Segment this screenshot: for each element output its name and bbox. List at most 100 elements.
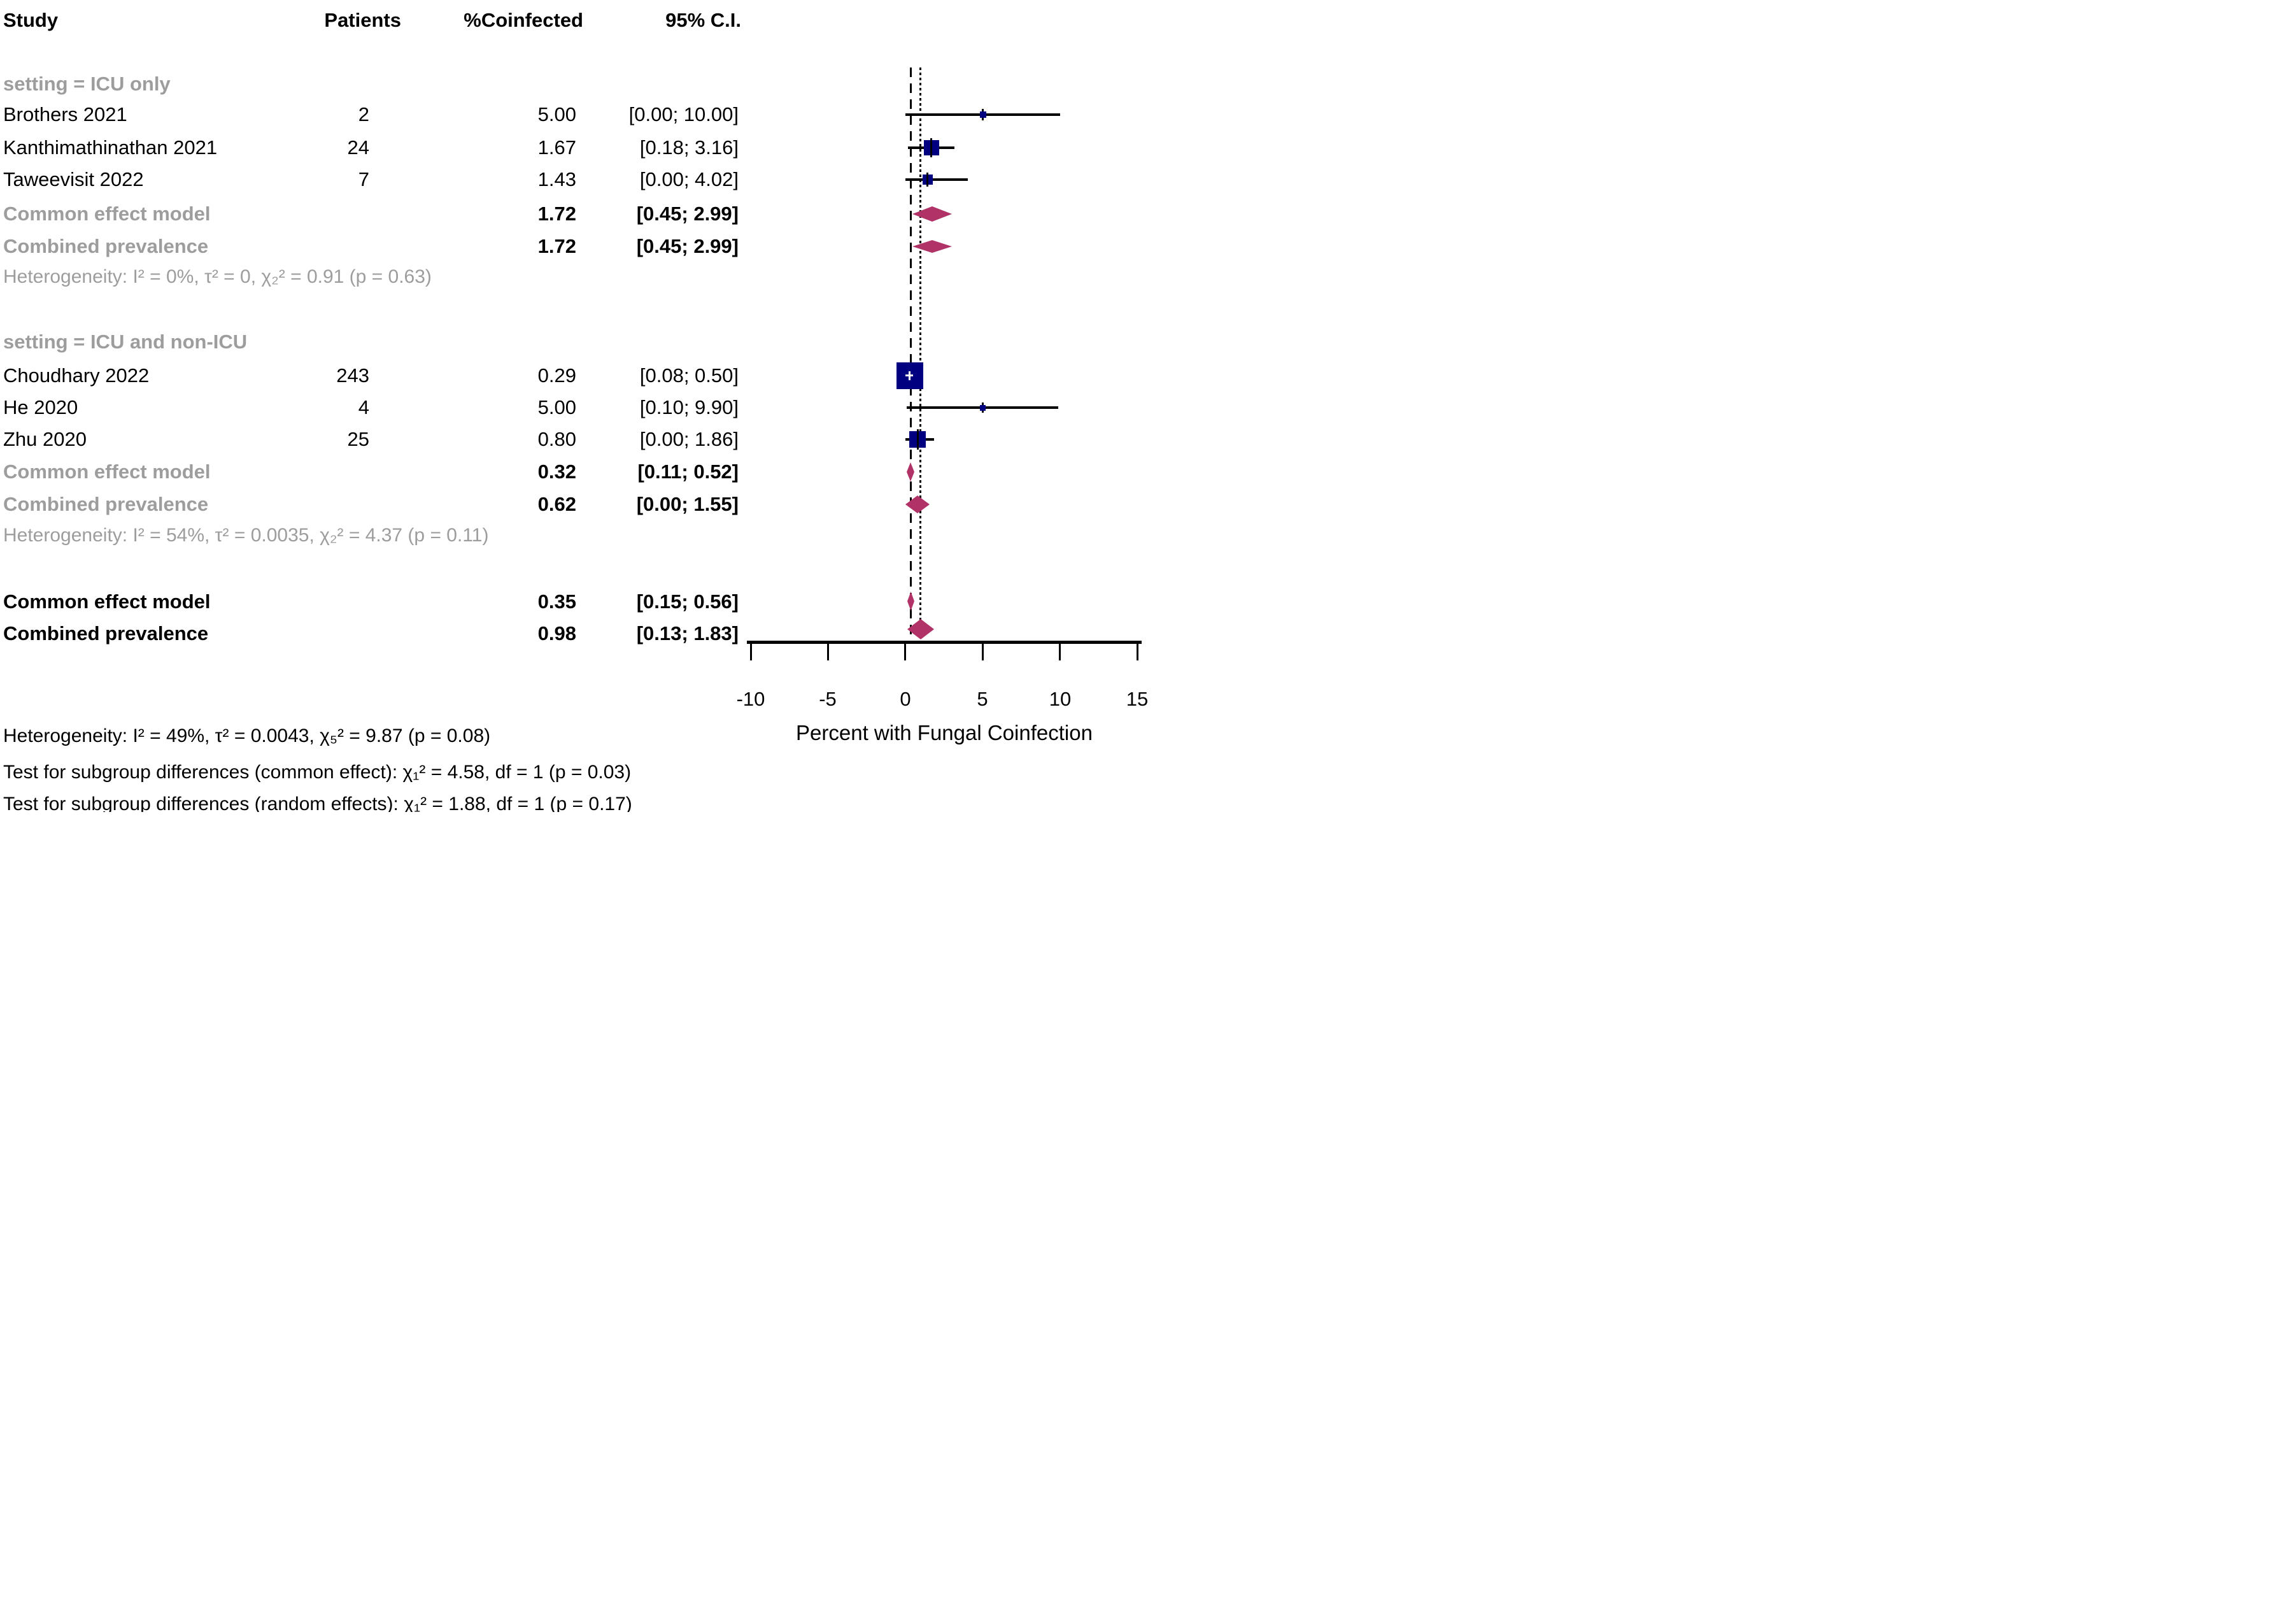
table-row: Taweevisit 2022 7 1.43 [0.00; 4.02]: [0, 163, 1148, 196]
x-axis-line: [747, 641, 1142, 644]
patients-value: 243: [336, 364, 369, 387]
model-label: Common effect model: [3, 590, 211, 613]
patients-value: 7: [358, 168, 369, 190]
x-axis-tick: [904, 644, 906, 660]
x-axis-tick: [1059, 644, 1061, 660]
table-row-combined-prevalence: Combined prevalence 1.72 [0.45; 2.99]: [0, 230, 1148, 263]
estimate-plus-choudhary-h: [905, 374, 913, 376]
patients-value: 24: [347, 136, 369, 159]
table-row-overall-common-effect: Common effect model 0.35 [0.15; 0.56]: [0, 585, 1148, 618]
x-axis-tick: [1137, 644, 1138, 660]
study-name: He 2020: [3, 396, 78, 418]
pct-value: 0.80: [537, 428, 576, 450]
x-tick-label: -10: [736, 688, 765, 710]
heterogeneity-note-group2: Heterogeneity: I² = 54%, τ² = 0.0035, χ₂…: [0, 519, 1148, 552]
x-tick-label: 15: [1126, 688, 1148, 710]
x-tick-label: 0: [900, 688, 911, 710]
ci-value: [0.00; 1.86]: [639, 428, 739, 450]
ci-value: [0.45; 2.99]: [636, 235, 739, 257]
estimate-tick-kanthimathinathan: [930, 138, 932, 157]
ci-value: [0.13; 1.83]: [636, 622, 739, 645]
x-tick-label: -5: [819, 688, 837, 710]
ci-value: [0.10; 9.90]: [639, 396, 739, 418]
footer-heterogeneity: Heterogeneity: I² = 49%, τ² = 0.0043, χ₅…: [0, 723, 1148, 749]
table-row: He 2020 4 5.00 [0.10; 9.90]: [0, 391, 1148, 424]
ci-value: [0.11; 0.52]: [637, 460, 739, 483]
reference-line-common-effect: [910, 68, 912, 642]
footer-test-random-text: Test for subgroup differences (random ef…: [3, 794, 632, 812]
study-name: Zhu 2020: [3, 428, 87, 450]
patients-value: 4: [358, 396, 369, 418]
ci-value: [0.18; 3.16]: [639, 136, 739, 159]
footer-test-common: Test for subgroup differences (common ef…: [0, 760, 1148, 785]
x-axis-title: Percent with Fungal Coinfection: [796, 721, 1093, 744]
subgroup-label-text: setting = ICU only: [3, 73, 171, 95]
diamond-group2-common-effect: [907, 462, 914, 481]
pct-value: 1.67: [537, 136, 576, 159]
subgroup-label-icu-and-non-icu: setting = ICU and non-ICU: [0, 325, 1148, 359]
heterogeneity-text: Heterogeneity: I² = 54%, τ² = 0.0035, χ₂…: [3, 525, 489, 546]
ci-value: [0.45; 2.99]: [636, 203, 739, 225]
estimate-tick-taweevisit: [926, 173, 928, 187]
pct-value: 0.98: [537, 622, 576, 645]
study-name: Choudhary 2022: [3, 364, 150, 387]
table-row-combined-prevalence: Combined prevalence 0.62 [0.00; 1.55]: [0, 488, 1148, 521]
pct-value: 1.43: [537, 168, 576, 190]
table-header: Study Patients %Coinfected 95% C.I.: [0, 4, 1148, 37]
patients-value: 25: [347, 428, 369, 450]
pct-value: 0.29: [537, 364, 576, 387]
header-study: Study: [3, 9, 59, 31]
model-label: Combined prevalence: [3, 622, 209, 645]
forest-plot-figure: Study Patients %Coinfected 95% C.I. sett…: [0, 0, 1148, 812]
estimate-tick-zhu: [917, 429, 919, 450]
study-name: Kanthimathinathan 2021: [3, 136, 218, 159]
reference-line-combined-prevalence: [919, 68, 921, 620]
header-coinfected: %Coinfected: [464, 9, 583, 31]
model-label: Common effect model: [3, 460, 211, 483]
footer-test-random: Test for subgroup differences (random ef…: [0, 792, 1148, 812]
model-label: Common effect model: [3, 203, 211, 225]
diamond-overall-common-effect: [907, 592, 914, 611]
footer-heterogeneity-text: Heterogeneity: I² = 49%, τ² = 0.0043, χ₅…: [3, 725, 491, 746]
table-row: Kanthimathinathan 2021 24 1.67 [0.18; 3.…: [0, 131, 1148, 164]
study-square-brothers: [980, 111, 986, 118]
study-name: Taweevisit 2022: [3, 168, 144, 190]
diamond-group1-combined-prevalence: [912, 240, 952, 253]
pct-value: 5.00: [537, 396, 576, 418]
ci-value: [0.00; 4.02]: [639, 168, 739, 190]
x-axis-tick: [827, 644, 829, 660]
table-row-common-effect: Common effect model 1.72 [0.45; 2.99]: [0, 197, 1148, 231]
model-label: Combined prevalence: [3, 493, 209, 515]
ci-value: [0.08; 0.50]: [639, 364, 739, 387]
table-row: Brothers 2021 2 5.00 [0.00; 10.00]: [0, 98, 1148, 131]
ci-value: [0.00; 10.00]: [628, 103, 739, 125]
table-row-overall-combined-prevalence: Combined prevalence 0.98 [0.13; 1.83]: [0, 617, 1148, 650]
x-tick-label: 10: [1049, 688, 1072, 710]
heterogeneity-text: Heterogeneity: I² = 0%, τ² = 0, χ₂² = 0.…: [3, 266, 432, 287]
pct-value: 1.72: [537, 235, 576, 257]
table-row: Choudhary 2022 243 0.29 [0.08; 0.50]: [0, 359, 1148, 392]
subgroup-label-text: setting = ICU and non-ICU: [3, 331, 248, 353]
table-row-common-effect: Common effect model 0.32 [0.11; 0.52]: [0, 455, 1148, 488]
subgroup-label-icu-only: setting = ICU only: [0, 68, 1148, 101]
x-tick-label: 5: [977, 688, 988, 710]
pct-value: 0.35: [537, 590, 576, 613]
table-row: Zhu 2020 25 0.80 [0.00; 1.86]: [0, 423, 1148, 456]
model-label: Combined prevalence: [3, 235, 209, 257]
pct-value: 0.32: [537, 460, 576, 483]
pct-value: 5.00: [537, 103, 576, 125]
heterogeneity-note-group1: Heterogeneity: I² = 0%, τ² = 0, χ₂² = 0.…: [0, 260, 1148, 294]
x-axis-tick: [750, 644, 752, 660]
x-axis-tick: [982, 644, 984, 660]
study-name: Brothers 2021: [3, 103, 127, 125]
ci-line-taweevisit: [905, 178, 968, 181]
footer-test-common-text: Test for subgroup differences (common ef…: [3, 762, 632, 783]
study-square-he: [980, 405, 986, 411]
pct-value: 1.72: [537, 203, 576, 225]
pct-value: 0.62: [537, 493, 576, 515]
header-ci: 95% C.I.: [665, 9, 741, 31]
header-patients: Patients: [324, 9, 401, 31]
patients-value: 2: [358, 103, 369, 125]
ci-value: [0.00; 1.55]: [636, 493, 739, 515]
ci-value: [0.15; 0.56]: [636, 590, 739, 613]
